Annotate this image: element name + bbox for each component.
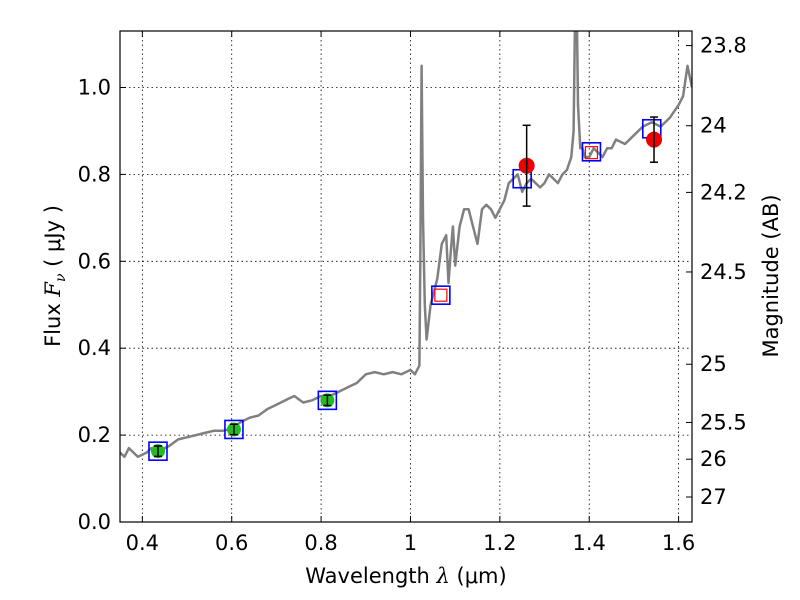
y-axis-label-symbol: F [41,281,65,298]
model-photometry-box [581,141,602,162]
plot-frame [119,30,693,523]
spectrum-layer [120,31,692,459]
x-tick-label: 1.6 [662,531,695,555]
y-tick-label: 0.4 [78,336,111,360]
model-photometry-box [224,419,244,440]
x-tick-label: 1.2 [483,531,516,555]
y-tick-label: 0.6 [78,249,111,273]
synthetic-photometry-box [434,288,448,302]
x-tick-label: 0.6 [215,531,248,555]
spectrum-line [120,31,692,459]
x-tick-label: 0.4 [126,531,159,555]
y-tick-label: 0.8 [78,162,111,186]
y-tick-label: 0.2 [78,423,111,447]
x-tick-label: 0.8 [304,531,337,555]
markers-layer [148,116,663,461]
y2-tick-label: 24 [700,114,727,138]
grid-lines [120,31,692,523]
x-axis-label-suffix: (μm) [450,564,507,588]
model-photometry-box [431,285,451,305]
x-axis-label-prefix: Wavelength [305,564,436,588]
y2-tick-label: 25.5 [700,410,747,434]
y-tick-label: 1.0 [78,75,111,99]
x-tick-label: 1 [404,531,417,555]
y-axis-label: Flux Fν ( μJy ) [41,205,69,347]
y2-tick-label: 26 [700,447,727,471]
y2-tick-label: 27 [700,485,727,509]
model-photometry-box [317,390,338,411]
x-axis-label-symbol: λ [436,564,450,588]
axis-ticks: 0.4 0.6 0.8 1 1.2 1.4 1.6 0.0 0.2 0.4 0.6 0.8 1.0 23.… [78,31,747,555]
y2-tick-label: 24.2 [700,180,747,204]
y2-tick-label: 23.8 [700,34,747,58]
y2-tick-label: 25 [700,352,727,376]
y-axis-label-subscript: ν [53,273,69,282]
x-axis-label: Wavelength λ (μm) [305,564,506,588]
y-axis-label-suffix: ( μJy ) [41,205,65,273]
y2-tick-label: 24.5 [700,260,747,284]
y2-axis-label: Magnitude (AB) [759,194,783,357]
model-photometry-box [148,441,168,461]
x-tick-label: 1.4 [573,531,606,555]
y-tick-label: 0.0 [78,510,111,534]
y-axis-label-prefix: Flux [41,297,65,347]
synthetic-photometry-box [584,146,599,160]
